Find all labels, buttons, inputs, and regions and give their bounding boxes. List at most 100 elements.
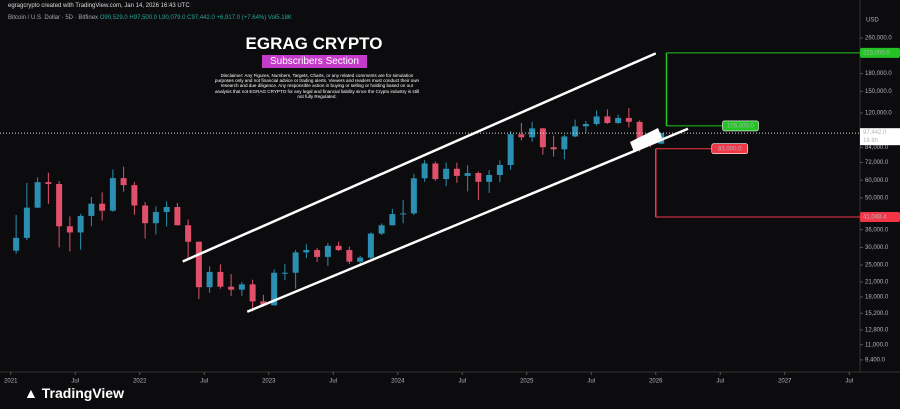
- candle-body: [636, 121, 643, 141]
- candle-body: [228, 286, 235, 290]
- target-box: [711, 143, 749, 155]
- y-tick-label: 84,000.0: [865, 145, 889, 151]
- y-tick-label: 12,800.0: [865, 328, 889, 334]
- candle-body: [120, 178, 127, 186]
- x-tick-label: 2023: [262, 379, 276, 385]
- x-tick-label: 2025: [520, 379, 534, 385]
- target-label: 223,000.0: [863, 50, 890, 56]
- x-tick-label: Jul: [200, 379, 208, 385]
- candle-body: [34, 182, 41, 208]
- candle-body: [539, 128, 546, 148]
- candle-body: [378, 225, 385, 234]
- symbol-line: Bitcoin / U.S. Dollar · 5D · Bitfinex O9…: [8, 15, 292, 21]
- candle-body: [152, 212, 159, 224]
- candle-body: [367, 233, 374, 258]
- y-tick-label: 60,000.0: [865, 178, 889, 184]
- candle-body: [518, 134, 525, 138]
- y-tick-label: 15,200.0: [865, 311, 889, 317]
- y-tick-label: 260,000.0: [865, 36, 892, 42]
- y-tick-label: 120,000.0: [865, 111, 892, 117]
- symbol: Bitcoin / U.S. Dollar · 5D · Bitfinex: [8, 15, 99, 21]
- target-box: [860, 47, 900, 58]
- candle-body: [357, 257, 364, 262]
- candle-body: [131, 185, 138, 206]
- candle-body: [174, 207, 181, 226]
- target-box: [860, 212, 900, 223]
- x-tick-label: Jul: [329, 379, 337, 385]
- candle-body: [13, 237, 20, 251]
- channel-line: [246, 127, 689, 313]
- x-tick-label: 2024: [391, 379, 405, 385]
- brand-name: TradingView: [41, 385, 124, 401]
- y-tick-label: 72,000.0: [865, 160, 889, 166]
- x-tick-label: 2027: [778, 379, 792, 385]
- candle-body: [109, 178, 116, 211]
- candle-body: [604, 116, 611, 124]
- candle-body: [529, 128, 536, 138]
- candle-body: [195, 241, 202, 288]
- x-tick-label: Jul: [587, 379, 595, 385]
- candle-body: [464, 173, 471, 176]
- credit: egragcrypto created with TradingView.com…: [8, 3, 190, 9]
- candle-body: [88, 203, 95, 216]
- y-tick-label: 21,000.0: [865, 280, 889, 286]
- candle-body: [142, 205, 149, 224]
- ohlc: H97,500.0: [129, 15, 158, 21]
- y-tick-label: 9,400.0: [865, 358, 886, 364]
- brand: ▲ TradingView: [24, 385, 124, 401]
- candle-body: [23, 207, 30, 238]
- y-tick-label: 25,000.0: [865, 263, 889, 269]
- subtitle: Subscribers Section: [262, 55, 367, 68]
- y-tick-label: 180,000.0: [865, 71, 892, 77]
- candle-body: [561, 136, 568, 150]
- candle-body: [486, 175, 493, 182]
- candle-body: [238, 284, 245, 290]
- candle-body: [335, 245, 342, 251]
- candle-body: [496, 164, 503, 176]
- last-price-label: 97,442.0: [863, 130, 887, 136]
- candle-body: [281, 272, 288, 274]
- candle-body: [389, 214, 396, 226]
- x-tick-label: 2022: [133, 379, 147, 385]
- y-tick-label: 11,000.0: [865, 342, 889, 348]
- last-price-box: [860, 128, 900, 146]
- target-box: [722, 120, 759, 132]
- ohlc: L90,079.0: [158, 15, 186, 21]
- candle-body: [593, 116, 600, 125]
- candle-body: [77, 215, 84, 233]
- x-tick-label: 2021: [4, 379, 18, 385]
- projection-box: [630, 128, 662, 152]
- candle-body: [249, 284, 256, 302]
- target-label: 105,000.0: [727, 124, 754, 130]
- y-tick-label: 150,000.0: [865, 89, 892, 95]
- currency: USD: [866, 18, 879, 24]
- y-tick-label: 18,000.0: [865, 295, 889, 301]
- candle-body: [99, 203, 106, 211]
- y-tick-label: 30,000.0: [865, 245, 889, 251]
- candle-body: [507, 134, 514, 165]
- y-tick-label: 50,000.0: [865, 195, 889, 201]
- x-tick-label: Jul: [458, 379, 466, 385]
- candle-body: [625, 117, 632, 122]
- candle-body: [615, 117, 622, 124]
- target-label: 83,000.0: [718, 146, 742, 152]
- channel-line: [182, 52, 657, 263]
- candle-body: [324, 245, 331, 257]
- x-tick-label: Jul: [71, 379, 79, 385]
- candle-body: [303, 250, 310, 253]
- candle-body: [475, 173, 482, 182]
- candle-body: [271, 272, 278, 306]
- candle-body: [432, 163, 439, 180]
- candle-body: [66, 226, 73, 233]
- candle-body: [185, 225, 192, 242]
- candle-body: [292, 252, 299, 273]
- candle-body: [45, 182, 52, 184]
- x-tick-label: 2026: [649, 379, 663, 385]
- x-tick-label: Jul: [845, 379, 853, 385]
- chart-title: EGRAG CRYPTO: [245, 34, 383, 53]
- candle-body: [314, 250, 321, 257]
- candle-body: [410, 178, 417, 214]
- volume: Vol5.18K: [267, 15, 292, 21]
